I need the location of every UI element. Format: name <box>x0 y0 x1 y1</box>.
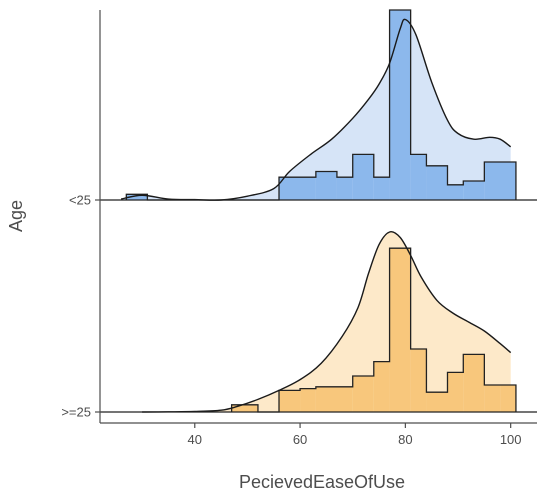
histogram-bar-under-25 <box>279 177 316 200</box>
histogram-bar-over-25 <box>373 361 390 412</box>
x-tick-label: 60 <box>293 432 307 447</box>
x-tick-label: 100 <box>500 432 522 447</box>
histogram-bar-over-25 <box>315 386 353 412</box>
histogram-bar-under-25 <box>336 177 353 200</box>
histogram-bar-over-25 <box>300 388 316 412</box>
x-tick-label: 40 <box>188 432 202 447</box>
histogram-bar-over-25 <box>279 390 301 412</box>
plot-area <box>100 9 537 413</box>
density-curve-over-25 <box>142 231 512 413</box>
histogram-bar-under-25 <box>447 184 464 200</box>
histogram-bar-over-25 <box>484 385 501 412</box>
y-tick-label-under-25: <25 <box>69 193 91 208</box>
histogram-outline-over-25 <box>230 247 517 413</box>
x-axis-title: PecievedEaseOfUse <box>239 472 405 492</box>
histogram-bar-under-25 <box>389 10 411 200</box>
y-axis-title: Age <box>6 200 26 232</box>
histogram-bar-under-25 <box>410 154 427 200</box>
histogram-bar-over-25 <box>463 354 485 412</box>
histogram-outline-under-25 <box>125 9 517 201</box>
histogram-bar-over-25 <box>426 392 448 412</box>
y-tick-label-over-25: >=25 <box>61 405 91 420</box>
histogram-bar-under-25 <box>315 171 337 200</box>
histogram-bar-over-25 <box>447 372 464 412</box>
x-tick-label: 80 <box>398 432 412 447</box>
histogram-bar-over-25 <box>389 248 411 412</box>
histogram-bar-over-25 <box>352 376 374 412</box>
histogram-bar-over-25 <box>410 349 427 412</box>
histogram-bar-under-25 <box>373 177 390 200</box>
histogram-bar-under-25 <box>126 194 148 200</box>
histogram-bar-under-25 <box>484 162 516 200</box>
histogram-bar-over-25 <box>500 385 516 412</box>
histogram-bar-under-25 <box>426 165 448 200</box>
histogram-bar-under-25 <box>463 181 485 200</box>
axis-ticks: >=25 <25 40 60 80 100 <box>61 193 521 448</box>
histogram-bar-under-25 <box>352 154 374 200</box>
histogram-bar-over-25 <box>231 404 258 412</box>
